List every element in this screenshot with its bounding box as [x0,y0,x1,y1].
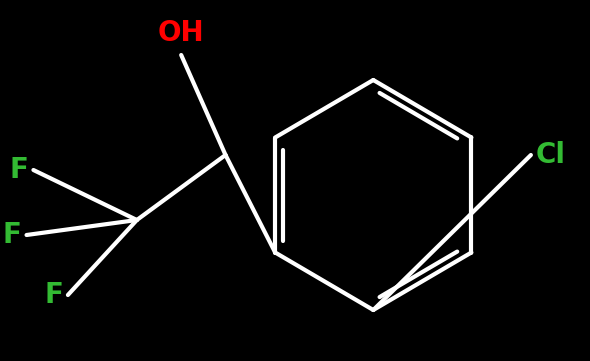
Text: F: F [9,156,28,184]
Text: OH: OH [158,19,205,47]
Text: Cl: Cl [536,141,566,169]
Text: F: F [3,221,22,249]
Text: F: F [44,281,63,309]
